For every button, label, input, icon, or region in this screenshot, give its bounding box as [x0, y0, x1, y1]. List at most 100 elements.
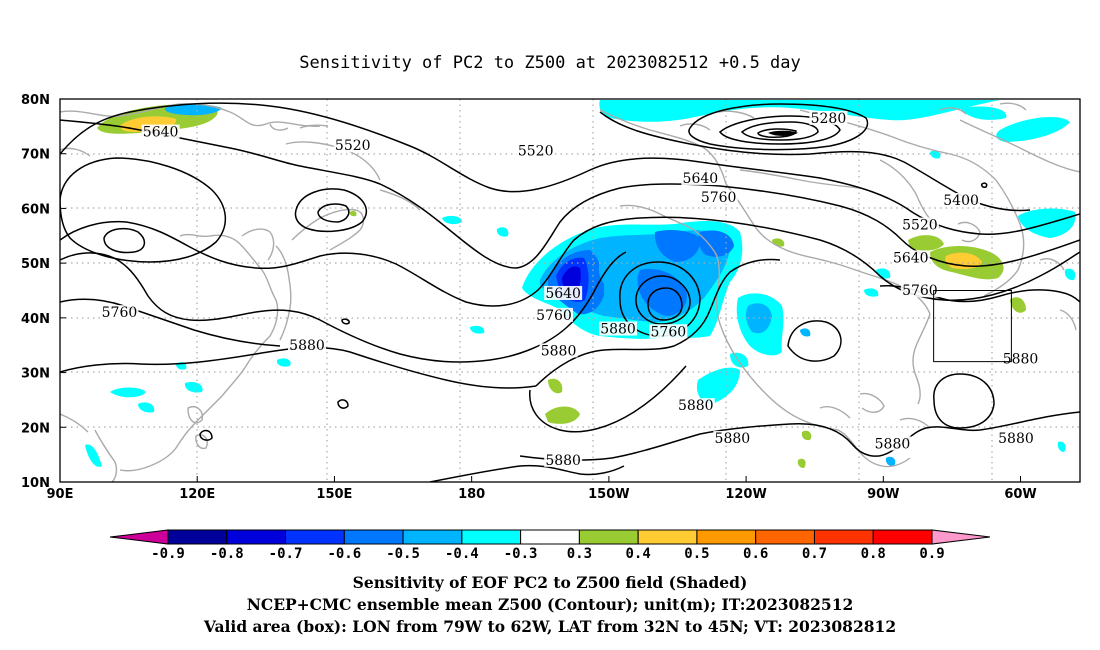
- coastline: [291, 208, 365, 251]
- lat-tick-label: 70N: [21, 148, 50, 163]
- map-title: Sensitivity of PC2 to Z500 at 2023082512…: [299, 53, 801, 73]
- shade-patch-negative: [996, 116, 1070, 142]
- colorbar-segment: [578, 529, 639, 545]
- colorbar-segment: [872, 529, 933, 545]
- contour-label: 5640: [143, 125, 179, 141]
- lat-tick-label: 80N: [21, 93, 50, 108]
- colorbar-segment: [402, 529, 463, 545]
- contour-inner: [740, 121, 819, 141]
- contour-closed: [294, 188, 367, 233]
- shade-patch-positive: [545, 406, 580, 424]
- contour-closed: [341, 318, 350, 325]
- shade-patch-positive: [349, 210, 357, 217]
- contour-closed: [337, 399, 349, 409]
- contour-label: 5880: [289, 338, 325, 354]
- lat-tick-label: 60N: [21, 202, 50, 217]
- contour-closed: [317, 203, 350, 223]
- coastline: [60, 413, 89, 433]
- shade-patch-positive: [548, 378, 563, 394]
- contour-label-bg: [539, 343, 578, 358]
- colorbar-label: -0.4: [445, 546, 479, 562]
- contour-label-bg: [891, 250, 930, 265]
- shade-patch-negative: [599, 100, 1000, 122]
- coastline: [619, 204, 839, 431]
- colorbar-label: 0.6: [743, 546, 768, 562]
- colorbar: -0.9 -0.8 -0.7 -0.6 -0.5 -0.4 -0.3 0.3 0.4 0.5 0.6…: [109, 529, 991, 562]
- contour-label-bg: [809, 110, 848, 125]
- lat-tick-label: 20N: [21, 421, 50, 436]
- footer-line: NCEP+CMC ensemble mean Z500 (Contour); u…: [247, 595, 854, 614]
- lon-tick-label: 120W: [725, 487, 766, 502]
- contour-inner: [768, 130, 798, 136]
- colorbar-segment: [813, 529, 874, 545]
- map-plot-area: 5280 5640 5520 5520 5640 5760 5400 5520 5640 5760…: [59, 98, 1081, 483]
- contour-5880: [519, 411, 1080, 461]
- contour-label-bg: [873, 436, 912, 451]
- contour-closed: [619, 261, 701, 337]
- colorbar-label: -0.3: [504, 546, 538, 562]
- shade-patch-negative: [138, 402, 155, 413]
- contour-5280: [688, 103, 869, 151]
- lat-lon-grid: [60, 99, 1080, 482]
- coastline: [275, 245, 292, 341]
- colorbar-segment: [167, 529, 228, 545]
- contour-closed: [933, 373, 995, 429]
- contour-label-bg: [900, 217, 939, 232]
- contour-label-bg: [699, 190, 738, 205]
- contour-label: 5880: [875, 436, 911, 452]
- contour-5880: [60, 251, 627, 363]
- shade-patch-negative: [442, 215, 462, 225]
- shade-patch-negative: [885, 456, 896, 467]
- contour-label: 5880: [715, 431, 751, 447]
- contour-closed: [787, 320, 842, 362]
- coastline: [269, 123, 329, 131]
- colorbar-label: 0.9: [919, 546, 944, 562]
- coastline: [739, 169, 861, 189]
- contour-label: 5640: [683, 171, 719, 187]
- shade-patch-negative: [654, 230, 701, 262]
- contour-label-bg: [681, 171, 720, 186]
- coastline: [983, 179, 1025, 297]
- contour-5880: [535, 258, 781, 387]
- contour-label: 5760: [701, 190, 737, 206]
- colorbar-label: -0.7: [269, 546, 303, 562]
- footer-line: Sensitivity of EOF PC2 to Z500 field (Sh…: [353, 573, 748, 592]
- shade-patch-negative: [1064, 268, 1076, 281]
- contour-inner: [718, 115, 841, 145]
- shade-patch-negative: [1057, 441, 1066, 452]
- coastline: [379, 189, 421, 211]
- shade-patch-positive: [801, 430, 812, 441]
- contour-5640: [60, 119, 1080, 269]
- colorbar-segment: [461, 529, 522, 545]
- colorbar-label: 0.5: [684, 546, 709, 562]
- z500-contours: [60, 102, 1080, 482]
- colorbar-segment: [637, 529, 698, 545]
- contour-label-bg: [534, 307, 573, 322]
- contour-label: 5760: [902, 283, 938, 299]
- contour-label: 5760: [102, 305, 138, 321]
- contour-closed: [635, 275, 691, 325]
- colorbar-label: -0.8: [210, 546, 244, 562]
- lat-tick-label: 40N: [21, 312, 50, 327]
- coastline: [837, 429, 911, 468]
- contour-label-bg: [900, 283, 939, 298]
- coastline: [195, 434, 208, 450]
- coastline: [939, 102, 1027, 115]
- shade-patch-positive: [1010, 297, 1026, 313]
- colorbar-segment: [755, 529, 815, 545]
- shade-patch-negative: [276, 358, 291, 367]
- coastline: [959, 119, 1080, 173]
- shade-patch-negative: [696, 367, 740, 404]
- colorbar-segment: [343, 529, 404, 545]
- contour-label: 5640: [545, 286, 581, 302]
- coastline: [819, 406, 931, 429]
- colorbar-segment: [696, 529, 757, 545]
- lon-tick-label: 150W: [588, 487, 629, 502]
- contour-label-bg: [713, 430, 752, 445]
- contour-label-bg: [942, 192, 981, 207]
- contour-label: 5520: [518, 144, 554, 160]
- contour-label: 5400: [943, 193, 979, 209]
- lon-tick-label: 150E: [316, 487, 352, 502]
